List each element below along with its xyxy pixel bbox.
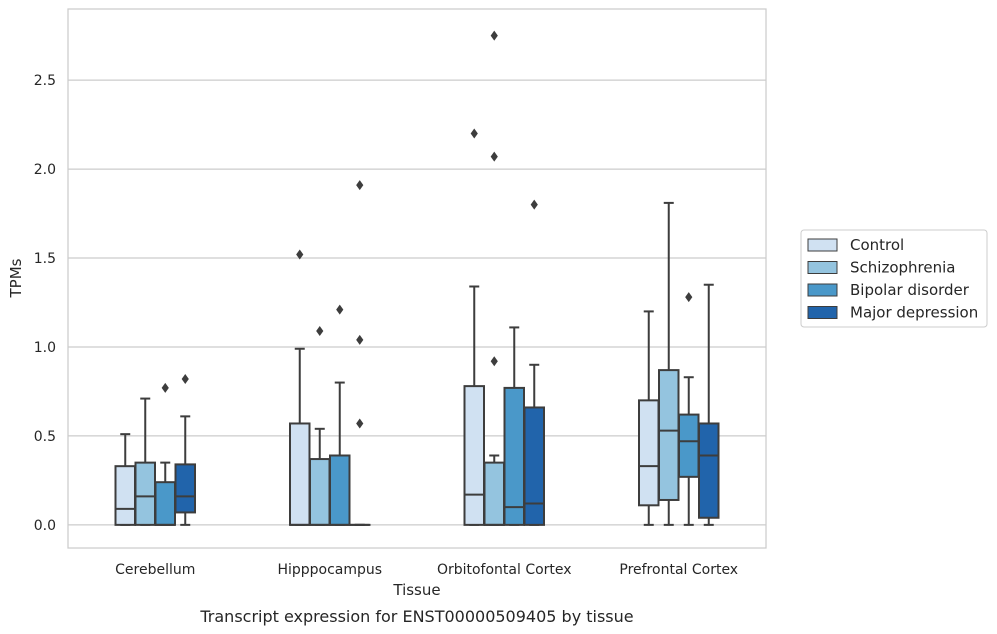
legend-frame: [800, 229, 988, 328]
box-iqr: [483, 461, 505, 526]
outlier-point: [296, 249, 304, 260]
box-iqr: [678, 413, 700, 478]
x-tick-label-hipppocampus: Hipppocampus: [277, 562, 382, 578]
y-axis-tick-labels: 0.0 0.5 1.0 1.5 2.0 2.5: [34, 73, 56, 534]
box-hipppocampus-bipolar-disorder: [329, 304, 351, 526]
box-orbitofontal-cortex-major-depression: [523, 199, 545, 526]
legend-label-bipolar-disorder: Bipolar disorder: [850, 281, 970, 299]
legend-swatch-schizophrenia: [807, 261, 838, 274]
box-iqr: [154, 481, 176, 526]
box-hipppocampus-major-depression: [349, 180, 371, 526]
box-iqr: [698, 422, 720, 519]
box-iqr: [523, 406, 545, 526]
y-tick-label: 2.5: [34, 73, 56, 89]
x-tick-label-prefrontal-cortex: Prefrontal Cortex: [619, 562, 738, 578]
outlier-point: [316, 325, 324, 336]
box-orbitofontal-cortex-control: [463, 128, 485, 526]
legend-label-schizophrenia: Schizophrenia: [850, 259, 955, 277]
box-iqr: [114, 465, 136, 526]
outlier-point: [470, 128, 478, 139]
box-prefrontal-cortex-major-depression: [698, 283, 720, 526]
box-iqr: [463, 385, 485, 526]
legend-swatch-control: [807, 238, 838, 252]
box-cerebellum-control: [114, 433, 136, 526]
outlier-point: [490, 356, 498, 367]
outlier-point: [356, 418, 364, 429]
legend-swatch-bipolar-disorder: [807, 283, 838, 297]
box-cerebellum-schizophrenia: [134, 397, 156, 526]
outlier-point: [161, 382, 169, 393]
x-tick-label-orbitofontal-cortex: Orbitofontal Cortex: [437, 562, 572, 578]
box-prefrontal-cortex-bipolar-disorder: [678, 292, 700, 526]
box-iqr: [289, 422, 311, 526]
box-prefrontal-cortex-schizophrenia: [658, 201, 680, 526]
x-tick-label-cerebellum: Cerebellum: [115, 562, 195, 578]
y-tick-label: 0.5: [34, 429, 56, 445]
box-iqr: [503, 386, 525, 526]
y-axis-title: TPMs: [7, 258, 25, 298]
outlier-point: [356, 334, 364, 345]
x-axis-tick-labels: Cerebellum Hipppocampus Orbitofontal Corte…: [115, 562, 738, 578]
x-axis-title: Tissue: [392, 581, 440, 599]
box-iqr: [134, 461, 156, 526]
box-hipppocampus-schizophrenia: [309, 325, 331, 526]
legend-label-control: Control: [850, 236, 904, 254]
outlier-point: [490, 30, 498, 41]
outlier-point: [490, 151, 498, 162]
outlier-point: [336, 304, 344, 315]
box-iqr: [329, 454, 351, 526]
y-tick-label: 1.0: [34, 340, 56, 356]
y-tick-label: 0.0: [34, 518, 56, 534]
box-iqr: [638, 399, 660, 507]
box-series: [114, 30, 720, 526]
outlier-point: [685, 292, 693, 303]
outlier-point: [356, 180, 364, 191]
plot-area-frame: [67, 8, 767, 549]
box-cerebellum-bipolar-disorder: [154, 382, 176, 526]
box-iqr: [174, 463, 196, 514]
box-iqr: [309, 458, 331, 526]
y-tick-label: 2.0: [34, 162, 56, 178]
box-orbitofontal-cortex-schizophrenia: [483, 30, 505, 526]
outlier-point: [530, 199, 538, 210]
box-iqr: [658, 369, 680, 501]
outlier-point: [181, 374, 189, 385]
legend-swatch-major-depression: [807, 306, 838, 319]
legend: Control Schizophrenia Bipolar disorder Majo…: [800, 229, 988, 328]
chart-caption: Transcript expression for ENST0000050940…: [199, 607, 633, 626]
legend-label-major-depression: Major depression: [850, 304, 978, 322]
box-cerebellum-major-depression: [174, 374, 196, 526]
y-tick-label: 1.5: [34, 251, 56, 267]
